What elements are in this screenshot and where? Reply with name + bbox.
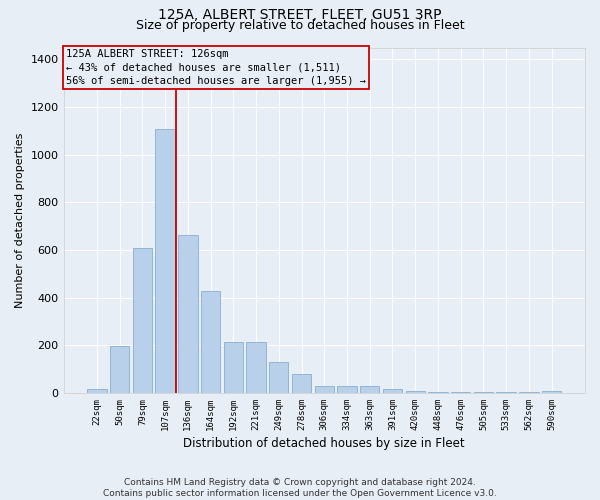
Bar bbox=[542, 390, 561, 393]
Bar bbox=[314, 386, 334, 393]
Text: Size of property relative to detached houses in Fleet: Size of property relative to detached ho… bbox=[136, 19, 464, 32]
X-axis label: Distribution of detached houses by size in Fleet: Distribution of detached houses by size … bbox=[184, 437, 465, 450]
Bar bbox=[360, 386, 379, 393]
Bar bbox=[133, 248, 152, 393]
Bar bbox=[155, 128, 175, 393]
Bar bbox=[519, 392, 539, 393]
Bar bbox=[110, 346, 130, 393]
Bar bbox=[269, 362, 289, 393]
Text: 125A ALBERT STREET: 126sqm
← 43% of detached houses are smaller (1,511)
56% of s: 125A ALBERT STREET: 126sqm ← 43% of deta… bbox=[66, 49, 366, 86]
Bar bbox=[406, 390, 425, 393]
Bar bbox=[224, 342, 243, 393]
Bar bbox=[87, 390, 107, 393]
Bar bbox=[201, 290, 220, 393]
Text: Contains HM Land Registry data © Crown copyright and database right 2024.
Contai: Contains HM Land Registry data © Crown c… bbox=[103, 478, 497, 498]
Bar bbox=[428, 392, 448, 393]
Bar bbox=[383, 390, 402, 393]
Bar bbox=[292, 374, 311, 393]
Bar bbox=[247, 342, 266, 393]
Text: 125A, ALBERT STREET, FLEET, GU51 3RP: 125A, ALBERT STREET, FLEET, GU51 3RP bbox=[158, 8, 442, 22]
Bar bbox=[337, 386, 356, 393]
Bar bbox=[451, 392, 470, 393]
Bar bbox=[474, 392, 493, 393]
Bar bbox=[496, 392, 516, 393]
Y-axis label: Number of detached properties: Number of detached properties bbox=[15, 132, 25, 308]
Bar bbox=[178, 234, 197, 393]
